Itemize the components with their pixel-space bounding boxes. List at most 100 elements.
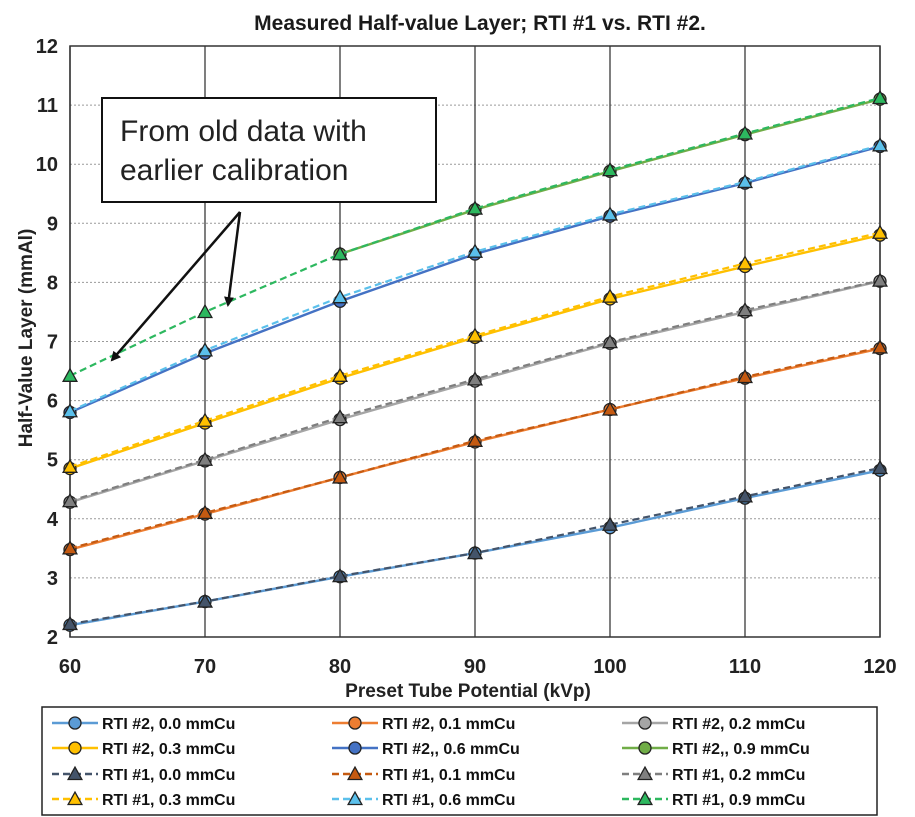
data-point bbox=[61, 402, 79, 418]
legend-item: RTI #1, 0.0 mmCu bbox=[52, 765, 235, 784]
legend-marker bbox=[348, 741, 362, 755]
legend-label: RTI #2, 0.3 mmCu bbox=[102, 741, 235, 758]
legend-label: RTI #2, 0.1 mmCu bbox=[382, 716, 515, 733]
legend-label: RTI #2,, 0.9 mmCu bbox=[672, 741, 810, 758]
legend-item: RTI #1, 0.3 mmCu bbox=[52, 790, 235, 809]
data-point bbox=[736, 488, 754, 503]
data-point bbox=[466, 200, 484, 215]
data-point bbox=[61, 615, 79, 631]
data-point bbox=[871, 89, 889, 105]
legend-item: RTI #2,, 0.6 mmCu bbox=[332, 741, 520, 758]
y-tick-label: 4 bbox=[47, 509, 59, 531]
y-tick-label: 7 bbox=[47, 332, 58, 354]
data-point bbox=[331, 245, 349, 261]
legend-label: RTI #2, 0.0 mmCu bbox=[102, 716, 235, 733]
data-point bbox=[871, 137, 889, 152]
y-tick-label: 3 bbox=[47, 568, 58, 590]
legend-label: RTI #2, 0.2 mmCu bbox=[672, 716, 805, 733]
annotation: From old data with earlier calibration bbox=[101, 97, 437, 362]
x-axis-ticks: 60 70 80 90 100 110 120 bbox=[59, 656, 897, 678]
legend-marker bbox=[638, 741, 652, 755]
legend-label: RTI #1, 0.1 mmCu bbox=[382, 767, 515, 784]
series-8 bbox=[61, 272, 889, 508]
data-point bbox=[736, 125, 754, 140]
data-point bbox=[61, 492, 79, 508]
data-point bbox=[61, 458, 79, 473]
data-point bbox=[736, 301, 754, 317]
legend-item: RTI #2,, 0.9 mmCu bbox=[622, 741, 810, 758]
legend-marker bbox=[636, 790, 654, 806]
legend-item: RTI #1, 0.6 mmCu bbox=[332, 790, 515, 809]
data-point bbox=[466, 371, 484, 386]
data-point bbox=[736, 255, 754, 270]
legend-item: RTI #1, 0.9 mmCu bbox=[622, 790, 805, 809]
data-point bbox=[601, 161, 619, 177]
data-point bbox=[601, 288, 619, 303]
data-point bbox=[331, 288, 349, 304]
series-11 bbox=[61, 89, 889, 382]
data-point bbox=[466, 243, 484, 258]
x-tick-label: 110 bbox=[729, 656, 761, 678]
data-point bbox=[196, 593, 214, 608]
legend-marker bbox=[68, 741, 82, 755]
series-6 bbox=[61, 459, 889, 631]
y-tick-label: 6 bbox=[47, 391, 58, 413]
legend-item: RTI #2, 0.2 mmCu bbox=[622, 716, 805, 733]
legend-item: RTI #2, 0.0 mmCu bbox=[52, 716, 235, 733]
legend-marker bbox=[636, 765, 654, 781]
data-point bbox=[466, 432, 484, 447]
data-point bbox=[196, 451, 214, 466]
x-tick-label: 90 bbox=[464, 656, 486, 678]
y-tick-label: 10 bbox=[36, 154, 58, 176]
series-9 bbox=[61, 224, 889, 473]
annotation-box bbox=[101, 97, 437, 203]
y-tick-label: 12 bbox=[36, 36, 58, 58]
legend-marker bbox=[66, 765, 84, 781]
legend-label: RTI #1, 0.6 mmCu bbox=[382, 792, 515, 809]
legend-label: RTI #2,, 0.6 mmCu bbox=[382, 741, 520, 758]
x-tick-label: 80 bbox=[329, 656, 351, 678]
annotation-line-1: From old data with bbox=[120, 115, 367, 148]
data-point bbox=[331, 567, 349, 583]
data-point bbox=[331, 367, 349, 382]
data-point bbox=[331, 408, 349, 424]
y-tick-label: 11 bbox=[37, 95, 58, 117]
legend-marker bbox=[346, 790, 364, 806]
x-tick-label: 70 bbox=[194, 656, 216, 678]
chart-title: Measured Half-value Layer; RTI #1 vs. RT… bbox=[254, 12, 706, 35]
data-point bbox=[466, 327, 484, 342]
legend-item: RTI #2, 0.3 mmCu bbox=[52, 741, 235, 758]
data-point bbox=[196, 303, 214, 319]
annotation-arrow-2 bbox=[224, 211, 242, 307]
legend-marker bbox=[346, 765, 364, 781]
data-point bbox=[61, 367, 79, 382]
x-tick-label: 120 bbox=[863, 656, 896, 678]
series-10 bbox=[61, 137, 889, 418]
data-point bbox=[196, 504, 214, 520]
data-point bbox=[601, 401, 619, 416]
y-tick-label: 5 bbox=[47, 450, 58, 472]
legend-label: RTI #1, 0.0 mmCu bbox=[102, 767, 235, 784]
y-axis-label: Half-Value Layer (mmAl) bbox=[16, 229, 37, 448]
data-point bbox=[871, 224, 889, 239]
data-point bbox=[871, 339, 889, 354]
data-point bbox=[871, 272, 889, 287]
legend-item: RTI #2, 0.1 mmCu bbox=[332, 716, 515, 733]
data-point bbox=[331, 469, 349, 484]
y-axis-ticks: 2 3 4 5 6 7 8 9 10 11 12 bbox=[36, 36, 59, 649]
data-point bbox=[601, 516, 619, 531]
legend-marker bbox=[68, 716, 82, 730]
x-tick-label: 100 bbox=[593, 656, 626, 678]
data-point bbox=[601, 333, 619, 349]
x-axis-label: Preset Tube Potential (kVp) bbox=[345, 681, 591, 702]
series-layer bbox=[61, 89, 889, 632]
legend-marker bbox=[638, 716, 652, 730]
data-point bbox=[736, 368, 754, 384]
legend-label: RTI #1, 0.2 mmCu bbox=[672, 767, 805, 784]
y-tick-label: 9 bbox=[47, 213, 58, 235]
data-point bbox=[196, 412, 214, 427]
series-7 bbox=[61, 339, 889, 555]
legend-marker bbox=[348, 716, 362, 730]
data-point bbox=[601, 206, 619, 221]
